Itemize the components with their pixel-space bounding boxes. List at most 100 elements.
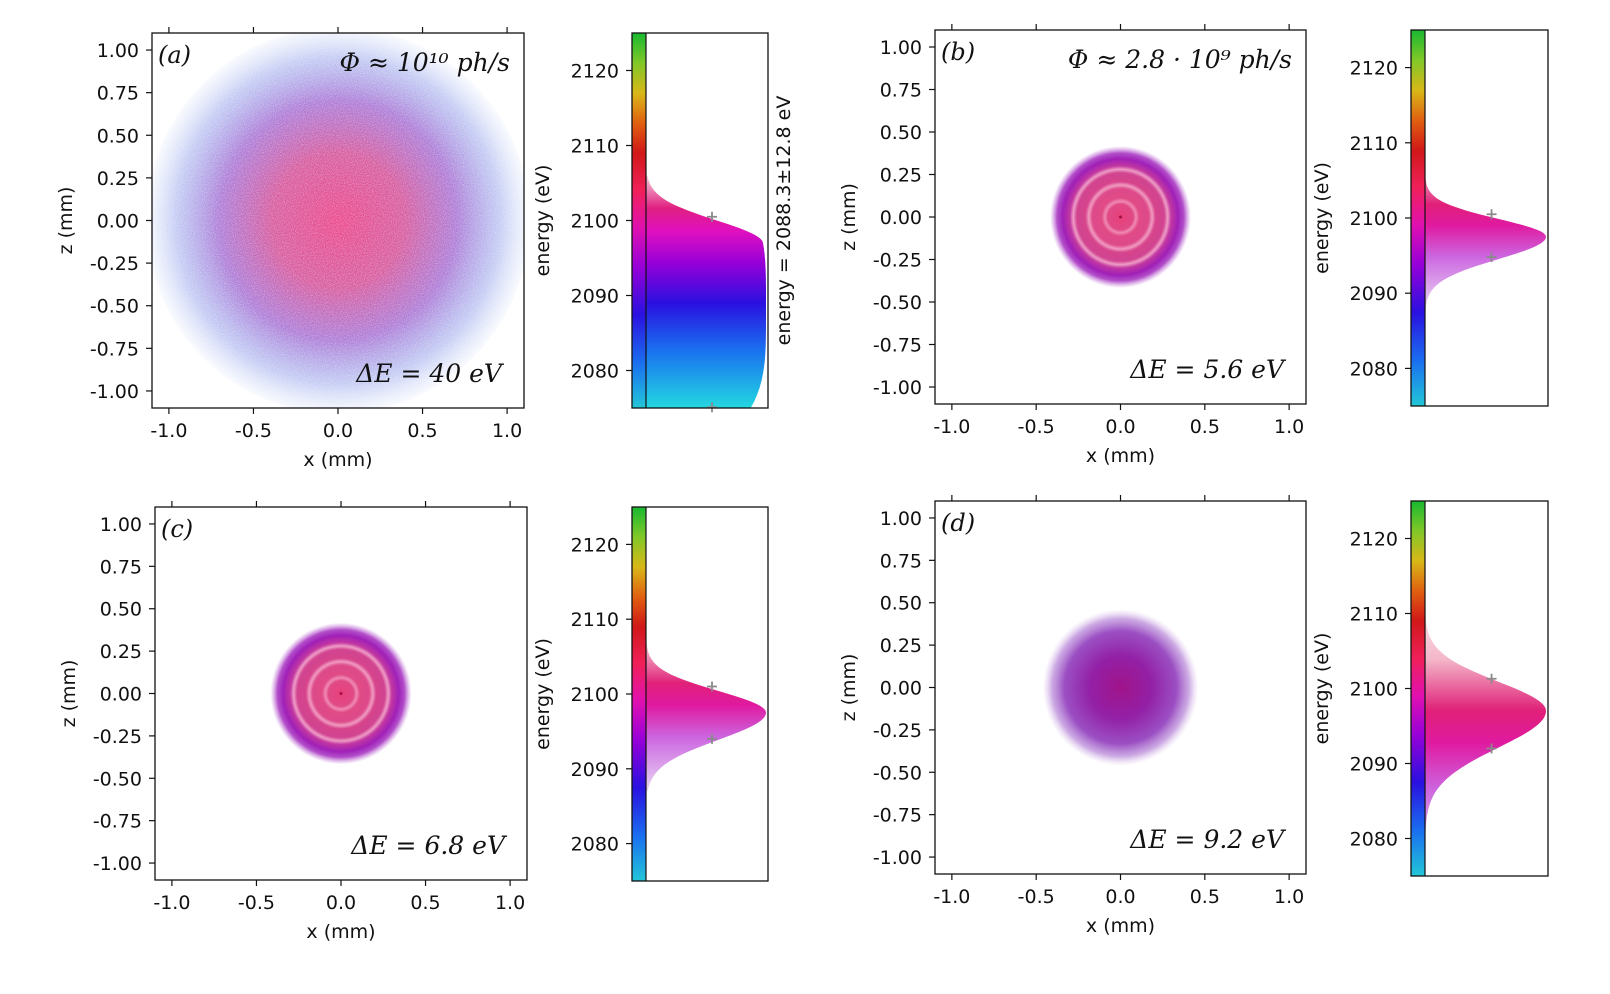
y-axis-label: z (mm)	[838, 654, 860, 722]
y-tick-label: -1.00	[873, 847, 922, 869]
panel-b: -1.0 -0.5 0.0 0.5 1.0 1.00 0.75 0.50 0.25 0.00 -0.…	[838, 24, 1549, 467]
y-tick-label: -0.75	[90, 338, 139, 360]
energy-tick-label: 2080	[571, 834, 619, 856]
beam-spot	[270, 622, 412, 765]
y-tick-label: -0.25	[93, 726, 142, 748]
y-axis-label: z (mm)	[55, 187, 77, 255]
energy-marker	[707, 211, 717, 222]
beam-spot-grain	[152, 33, 524, 408]
energy-axis-label: energy (eV)	[1311, 162, 1333, 274]
energy-colorbar	[632, 507, 646, 881]
x-tick-label: -0.5	[1018, 416, 1055, 438]
y-tick-label: -0.25	[90, 253, 139, 275]
energy-tick-label: 2080	[571, 361, 619, 383]
x-tick-label: -0.5	[238, 892, 275, 914]
bandwidth-annotation: ΔE = 9.2 eV	[1129, 825, 1287, 854]
energy-axis-label: energy (eV)	[532, 638, 554, 750]
panel-label: (b)	[941, 38, 975, 66]
panel-label: (a)	[158, 41, 191, 69]
x-tick-label: 1.0	[495, 892, 525, 914]
energy-tick-label: 2120	[571, 61, 619, 83]
beam-spot-center	[339, 692, 343, 695]
x-tick-label: 0.5	[1190, 886, 1220, 908]
energy-axis-label: energy (eV)	[532, 165, 554, 277]
energy-stats-label: energy = 2088.3±12.8 eV	[773, 96, 795, 346]
beam-spot	[152, 33, 524, 408]
x-tick-label: 0.5	[407, 420, 437, 442]
y-tick-label: 0.75	[880, 80, 922, 102]
x-tick-label: -1.0	[150, 420, 187, 442]
y-tick-label: 0.50	[100, 599, 142, 621]
y-tick-label: 0.25	[97, 168, 139, 190]
y-axis-label: z (mm)	[58, 660, 80, 728]
energy-marker	[707, 681, 717, 692]
x-tick-label: -1.0	[933, 886, 970, 908]
energy-colorbar	[632, 33, 646, 408]
energy-marker	[1486, 743, 1497, 754]
energy-tick-label: 2120	[1350, 529, 1398, 551]
energy-tick-label: 2120	[571, 534, 619, 556]
energy-tick-label: 2110	[1350, 133, 1398, 155]
y-tick-label: -1.00	[90, 381, 139, 403]
y-tick-label: 0.75	[100, 556, 142, 578]
bandwidth-annotation: ΔE = 6.8 eV	[350, 831, 508, 860]
energy-tick-label: 2090	[1350, 754, 1398, 776]
bandwidth-annotation: ΔE = 40 eV	[355, 359, 505, 388]
energy-axis-label: energy (eV)	[1311, 633, 1333, 745]
energy-histogram	[646, 611, 766, 792]
panel-label: (d)	[941, 509, 975, 537]
x-tick-label: -0.5	[1018, 886, 1055, 908]
y-tick-label: 0.25	[880, 165, 922, 187]
x-tick-label: 1.0	[1274, 886, 1304, 908]
y-tick-label: -1.00	[873, 377, 922, 399]
y-tick-label: 0.50	[97, 125, 139, 147]
panel-d: -1.0 -0.5 0.0 0.5 1.0 1.00 0.75 0.50 0.25 0.00 -0.…	[838, 495, 1549, 937]
energy-tick-label: 2090	[1350, 283, 1398, 305]
energy-tick-label: 2100	[1350, 208, 1398, 230]
y-tick-label: 1.00	[100, 514, 142, 536]
y-tick-label: 0.75	[880, 550, 922, 572]
energy-tick-label: 2090	[571, 759, 619, 781]
x-axis-label: x (mm)	[1086, 445, 1155, 467]
energy-tick-label: 2110	[571, 609, 619, 631]
y-tick-label: 0.00	[880, 207, 922, 229]
x-tick-label: 0.5	[1190, 416, 1220, 438]
energy-tick-label: 2100	[571, 211, 619, 233]
beam-spot	[1042, 609, 1199, 766]
y-tick-label: 1.00	[880, 37, 922, 59]
energy-marker	[1486, 252, 1497, 263]
y-tick-label: -0.25	[873, 720, 922, 742]
energy-histogram	[1425, 135, 1546, 309]
x-axis-label: x (mm)	[1086, 915, 1155, 937]
energy-tick-label: 2080	[1350, 829, 1398, 851]
y-tick-label: -1.00	[93, 853, 142, 875]
energy-tick-label: 2090	[571, 286, 619, 308]
y-tick-label: 0.00	[97, 211, 139, 233]
y-tick-label: 0.00	[880, 678, 922, 700]
y-tick-label: 1.00	[97, 40, 139, 62]
y-tick-label: 1.00	[880, 508, 922, 530]
beam-spot	[1050, 145, 1191, 289]
x-tick-label: 1.0	[1274, 416, 1304, 438]
energy-marker	[1486, 673, 1497, 684]
energy-tick-label: 2100	[571, 684, 619, 706]
panel-c: -1.0 -0.5 0.0 0.5 1.0 1.00 0.75 0.50 0.25 0.00 -0.…	[58, 501, 769, 943]
x-tick-label: -1.0	[933, 416, 970, 438]
energy-histogram	[1425, 606, 1546, 869]
beam-spot-center	[1119, 215, 1122, 219]
x-tick-label: 1.0	[492, 420, 522, 442]
y-tick-label: -0.25	[873, 250, 922, 272]
energy-marker	[707, 733, 717, 744]
energy-tick-label: 2120	[1350, 58, 1398, 80]
flux-annotation: Φ ≈ 2.8 · 10⁹ ph/s	[1068, 45, 1292, 74]
y-tick-label: -0.75	[873, 335, 922, 357]
energy-marker	[1486, 209, 1497, 220]
y-tick-label: -0.75	[873, 805, 922, 827]
y-tick-label: -0.50	[90, 296, 139, 318]
x-tick-label: 0.5	[410, 892, 440, 914]
flux-annotation: Φ ≈ 10¹⁰ ph/s	[340, 48, 511, 77]
x-tick-label: 0.0	[326, 892, 356, 914]
energy-tick-label: 2110	[1350, 604, 1398, 626]
y-axis-label: z (mm)	[838, 183, 860, 251]
